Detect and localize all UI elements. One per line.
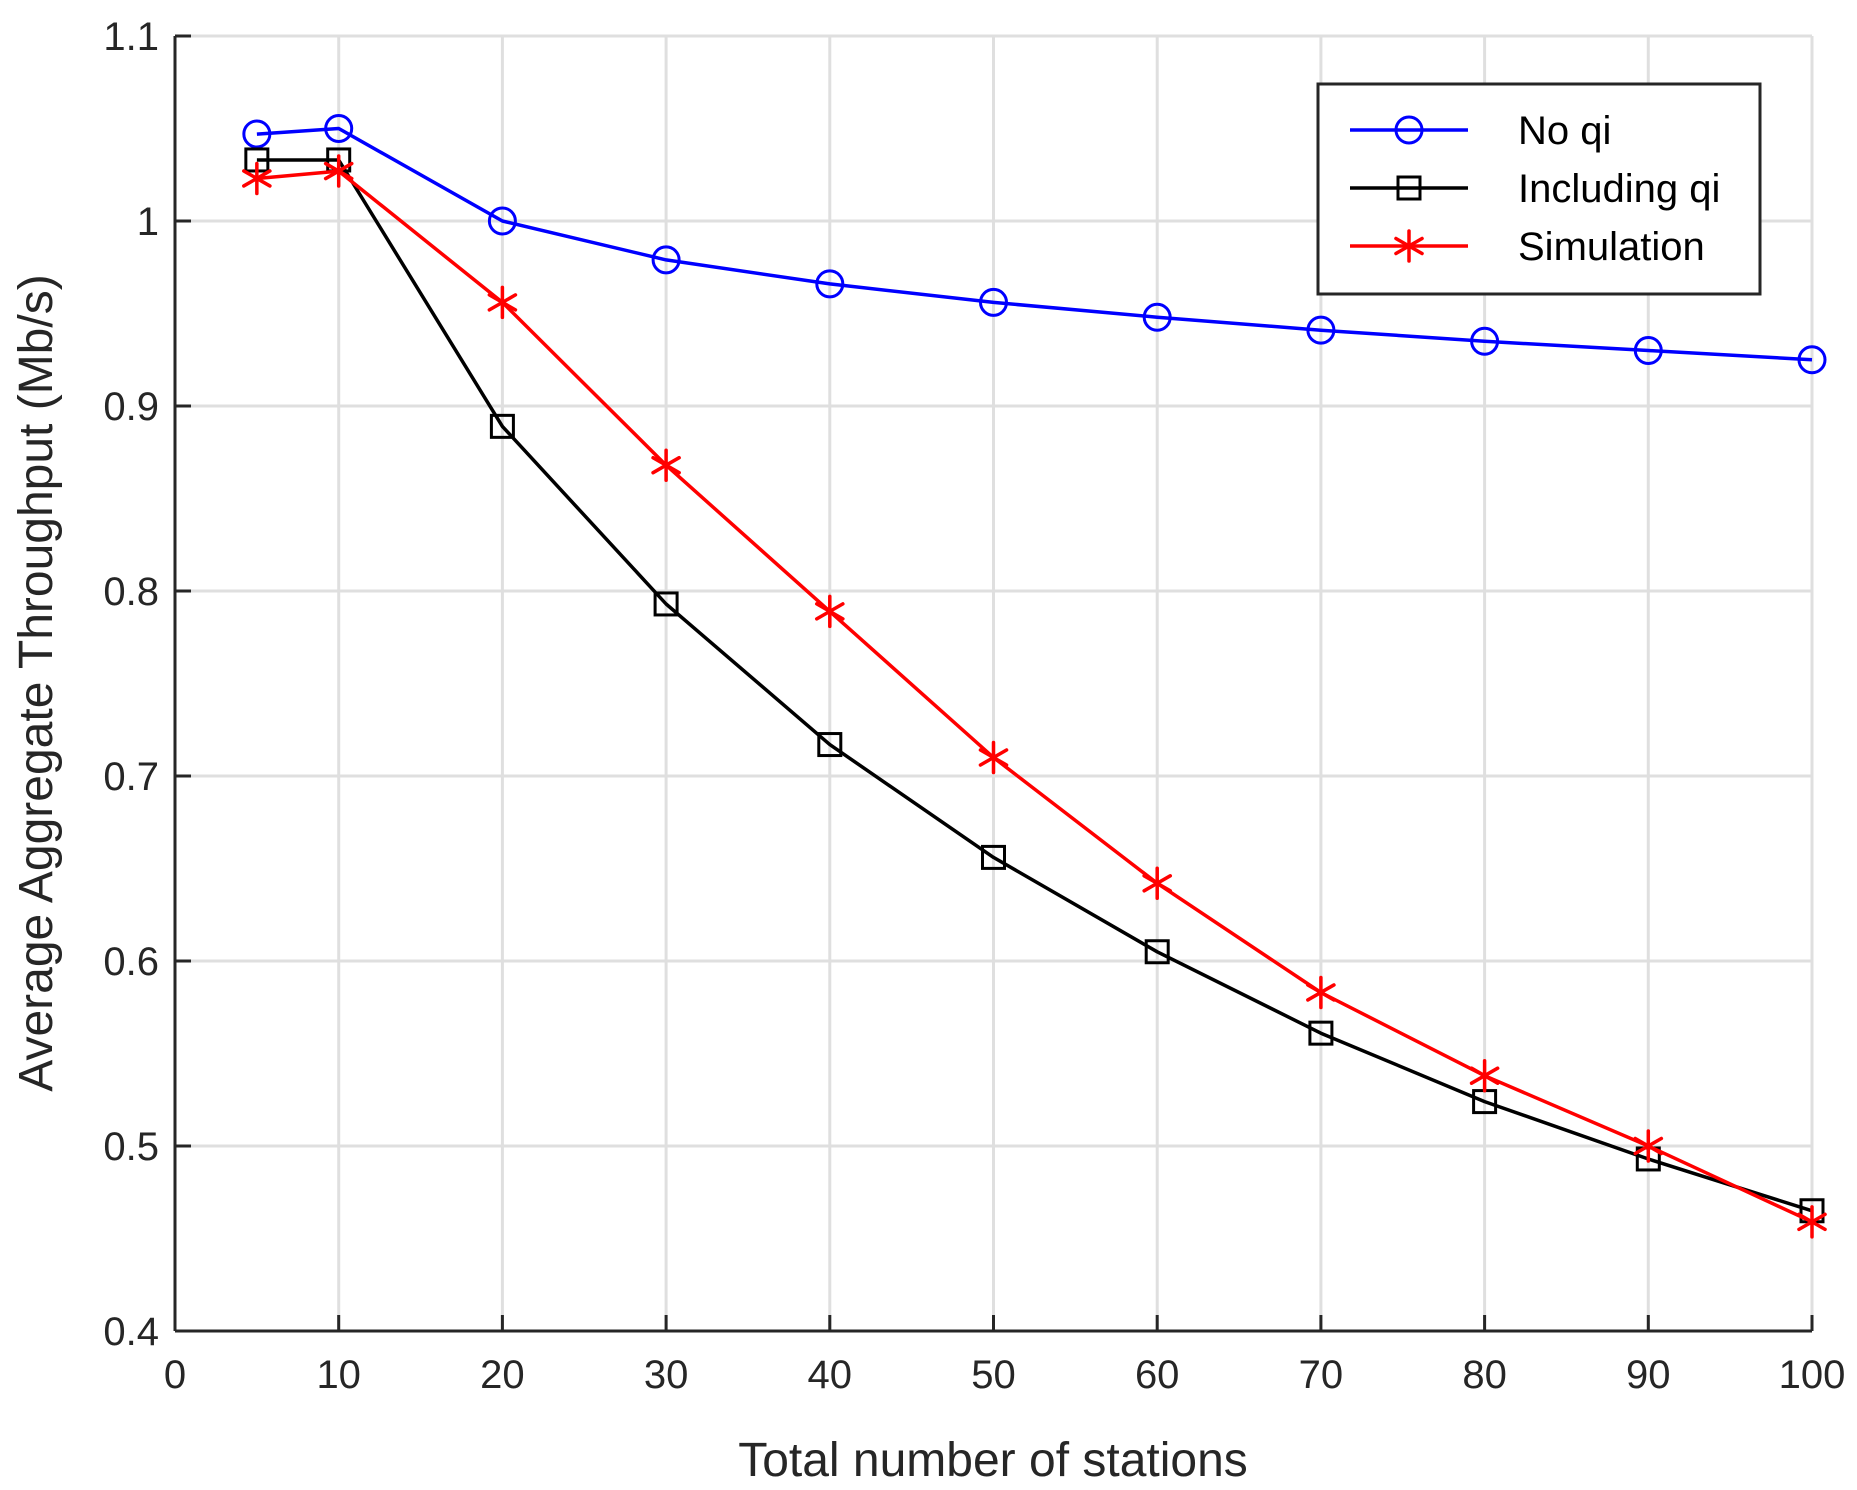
legend-marker-no-qi bbox=[1394, 115, 1424, 145]
y-tick-label: 0.7 bbox=[103, 755, 159, 799]
asterisk-stroke bbox=[242, 169, 272, 188]
x-axis-label: Total number of stations bbox=[738, 1434, 1248, 1487]
data-point-simulation bbox=[323, 154, 354, 188]
y-tick-label: 0.6 bbox=[103, 940, 159, 984]
x-tick-label: 20 bbox=[480, 1353, 525, 1397]
y-tick-label: 1 bbox=[137, 200, 159, 244]
series-line-including-qi bbox=[256, 158, 1813, 1213]
x-tick-label: 40 bbox=[808, 1353, 853, 1397]
x-tick-label: 0 bbox=[164, 1353, 186, 1397]
y-axis-label: Average Aggregate Throughput (Mb/s) bbox=[10, 274, 63, 1091]
data-point-including-qi bbox=[1144, 939, 1170, 965]
legend-label-no-qi: No qi bbox=[1518, 109, 1611, 153]
asterisk-stroke bbox=[1142, 874, 1172, 893]
data-point-including-qi bbox=[981, 844, 1006, 870]
data-point-simulation bbox=[1306, 975, 1336, 1010]
data-point-no-qi bbox=[1142, 302, 1172, 332]
data-point-simulation bbox=[978, 740, 1009, 775]
asterisk-stroke bbox=[1394, 236, 1424, 256]
y-tick-label: 0.5 bbox=[103, 1125, 159, 1169]
asterisk-stroke bbox=[651, 455, 681, 475]
data-point-no-qi bbox=[1633, 336, 1663, 365]
tick-labels: 0 10 20 30 40 50 60 70 80 90 100 0.4 0.5 0.6 0.7 0.8 0.9… bbox=[103, 15, 1845, 1397]
data-point-simulation bbox=[1469, 1058, 1500, 1093]
y-tick-label: 0.9 bbox=[103, 385, 159, 429]
legend: No qi Including qi Simulation bbox=[1316, 82, 1762, 296]
data-point-simulation bbox=[1142, 866, 1172, 901]
data-point-no-qi bbox=[1470, 326, 1500, 356]
x-tick-label: 30 bbox=[644, 1353, 689, 1397]
x-tick-label: 10 bbox=[316, 1353, 361, 1397]
x-tick-label: 70 bbox=[1299, 1353, 1344, 1397]
legend-label-including-qi: Including qi bbox=[1518, 167, 1720, 211]
x-tick-label: 90 bbox=[1626, 1353, 1671, 1397]
asterisk-stroke bbox=[1797, 1212, 1827, 1232]
data-point-simulation bbox=[1633, 1129, 1664, 1163]
x-tick-label: 60 bbox=[1135, 1353, 1180, 1397]
data-point-no-qi bbox=[1797, 345, 1827, 375]
data-point-simulation bbox=[242, 161, 272, 196]
asterisk-stroke bbox=[487, 293, 518, 312]
data-point-no-qi bbox=[979, 287, 1008, 317]
data-point-simulation bbox=[651, 448, 681, 482]
legend-label-simulation: Simulation bbox=[1518, 225, 1705, 269]
data-point-no-qi bbox=[242, 119, 272, 149]
y-tick-label: 0.8 bbox=[103, 570, 159, 614]
x-tick-label: 50 bbox=[971, 1353, 1016, 1397]
legend-marker-simulation bbox=[1394, 229, 1424, 263]
asterisk-stroke bbox=[1306, 983, 1336, 1002]
data-point-no-qi bbox=[1306, 315, 1336, 345]
x-tick-label: 80 bbox=[1462, 1353, 1507, 1397]
asterisk-stroke bbox=[1469, 1066, 1500, 1085]
asterisk-stroke bbox=[1633, 1136, 1664, 1156]
data-point-simulation bbox=[815, 594, 845, 629]
y-tick-label: 1.1 bbox=[103, 15, 159, 59]
legend-marker-including-qi bbox=[1396, 175, 1422, 201]
series-layer bbox=[242, 114, 1827, 1239]
asterisk-stroke bbox=[978, 748, 1009, 767]
data-point-including-qi bbox=[1308, 1020, 1334, 1046]
data-point-including-qi bbox=[489, 413, 515, 439]
data-point-including-qi bbox=[653, 591, 679, 617]
data-point-no-qi bbox=[651, 245, 681, 275]
data-point-simulation bbox=[1797, 1205, 1827, 1239]
x-tick-label: 100 bbox=[1779, 1353, 1846, 1397]
asterisk-stroke bbox=[815, 602, 845, 621]
data-point-no-qi bbox=[324, 114, 354, 143]
asterisk-stroke bbox=[323, 161, 354, 181]
data-point-including-qi bbox=[817, 732, 843, 758]
data-point-no-qi bbox=[487, 206, 517, 236]
y-tick-label: 0.4 bbox=[103, 1310, 159, 1354]
data-point-simulation bbox=[487, 285, 518, 320]
axes bbox=[173, 34, 1814, 1333]
data-point-no-qi bbox=[815, 269, 845, 299]
series-line-no-qi bbox=[256, 126, 1813, 362]
